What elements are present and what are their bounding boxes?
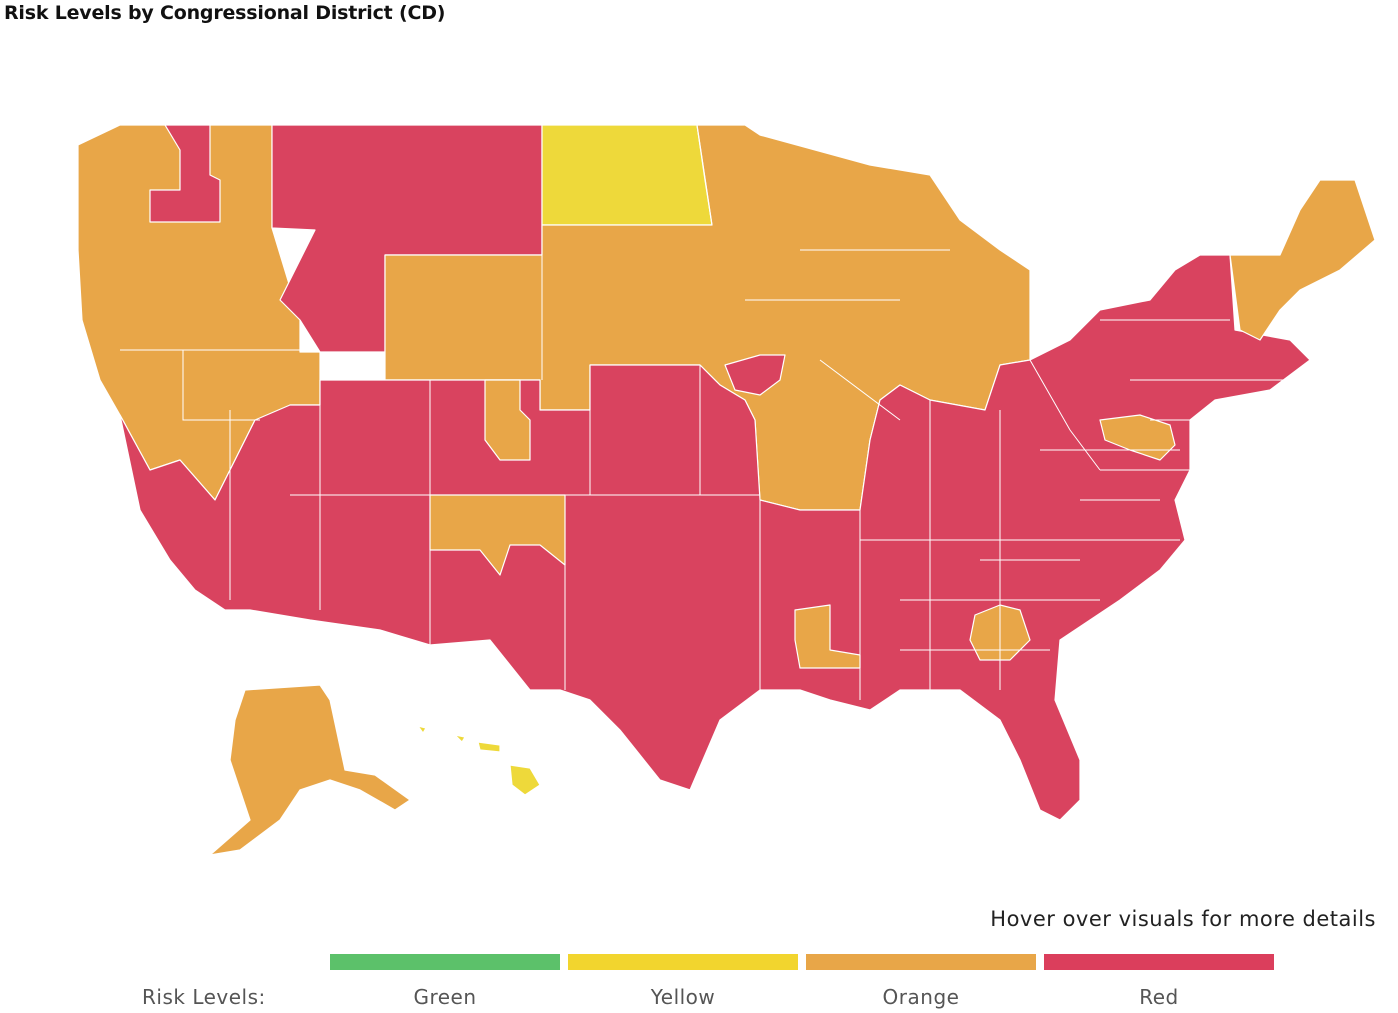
region-nd-yellow[interactable]: [541, 124, 713, 226]
legend-label-green: Green: [413, 985, 477, 1009]
legend-label-yellow: Yellow: [650, 985, 716, 1009]
us-district-map[interactable]: [0, 100, 1398, 880]
legend-swatch-orange: [806, 954, 1036, 970]
legend-swatch-green: [330, 954, 560, 970]
page-title: Risk Levels by Congressional District (C…: [4, 2, 446, 24]
region-hi-yellow-islands[interactable]: [417, 725, 501, 753]
region-hi-yellow[interactable]: [509, 764, 541, 796]
district-borders: [120, 124, 1300, 700]
legend-title: Risk Levels:: [142, 985, 266, 1009]
legend-label-orange: Orange: [882, 985, 960, 1009]
region-wa-red[interactable]: [149, 124, 221, 223]
legend-swatch-red: [1044, 954, 1274, 970]
legend-label-red: Red: [1139, 985, 1179, 1009]
region-south-red[interactable]: [119, 254, 1311, 821]
legend-swatch-yellow: [568, 954, 798, 970]
hover-hint: Hover over visuals for more details: [990, 907, 1376, 931]
region-ia-red[interactable]: [724, 354, 786, 396]
region-ak-orange[interactable]: [209, 684, 411, 856]
region-pa-orange[interactable]: [1099, 414, 1176, 461]
region-co-orange[interactable]: [484, 379, 531, 461]
region-ne-orange[interactable]: [1229, 179, 1376, 341]
